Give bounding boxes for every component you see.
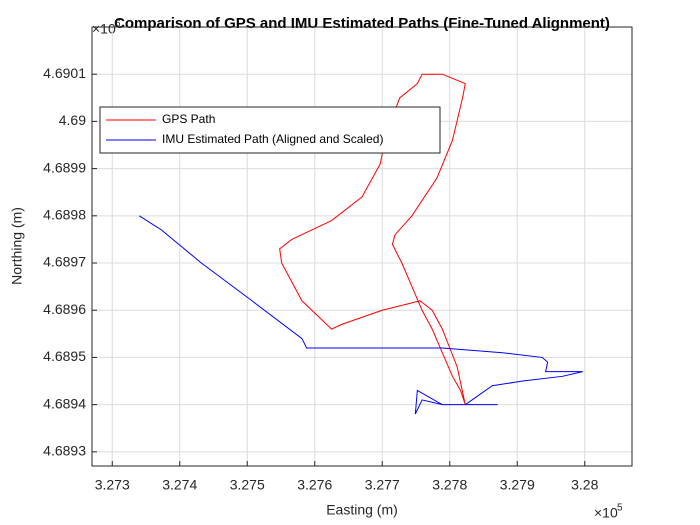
y-tick-label: 4.6898 — [43, 207, 86, 223]
chart-title: Comparison of GPS and IMU Estimated Path… — [114, 15, 610, 32]
x-tick-label: 3.278 — [432, 477, 467, 493]
data-line — [279, 73, 466, 405]
x-tick-label: 3.279 — [500, 477, 535, 493]
x-tick-label: 3.274 — [162, 477, 197, 493]
y-scale-exponent: 6 — [115, 19, 121, 30]
x-scale-base: ×10 — [594, 505, 618, 521]
y-tick-label: 4.6894 — [43, 395, 86, 411]
x-tick-label: 3.28 — [571, 477, 598, 493]
y-scale-base: ×10 — [92, 21, 116, 37]
y-tick-label: 4.6897 — [43, 254, 86, 270]
x-tick-label: 3.273 — [95, 477, 130, 493]
y-tick-label: 4.6895 — [43, 348, 86, 364]
y-tick-label: 4.6901 — [43, 65, 86, 81]
x-tick-label: 3.276 — [297, 477, 332, 493]
legend-label: GPS Path — [162, 112, 215, 126]
y-axis-label: Northing (m) — [9, 207, 25, 285]
y-tick-label: 4.6896 — [43, 301, 86, 317]
x-scale-exponent: 5 — [617, 503, 623, 514]
plot-frame — [91, 26, 633, 467]
x-axis-label: Easting (m) — [326, 502, 398, 518]
x-tick-label: 3.275 — [230, 477, 265, 493]
x-tick-label: 3.277 — [365, 477, 400, 493]
legend-label: IMU Estimated Path (Aligned and Scaled) — [162, 132, 383, 146]
y-tick-label: 4.6899 — [43, 159, 86, 175]
data-line — [138, 215, 583, 415]
y-tick-label: 4.69 — [59, 112, 86, 128]
y-tick-label: 4.6893 — [43, 443, 86, 459]
legend-box — [99, 106, 441, 154]
